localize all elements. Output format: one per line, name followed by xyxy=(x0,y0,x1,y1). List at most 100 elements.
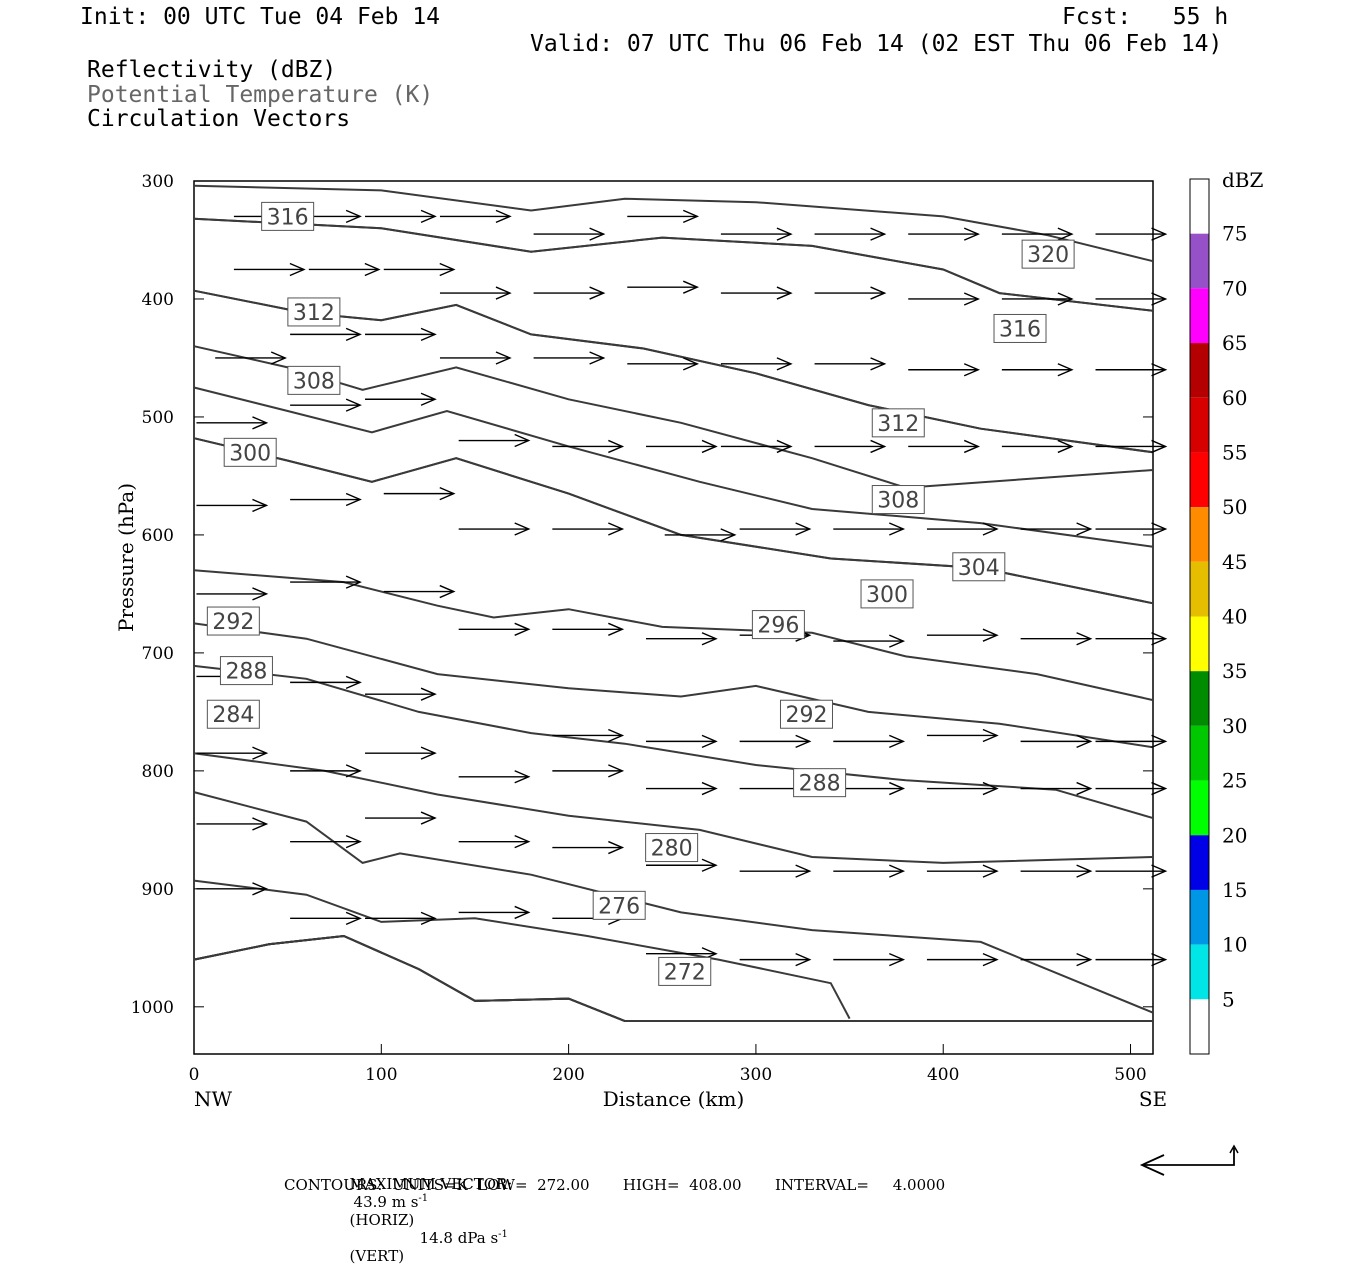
contour-label-292: 292 xyxy=(779,699,833,729)
colorbar-title: dBZ xyxy=(1222,168,1264,192)
x-tick-label: 500 xyxy=(1114,1065,1146,1085)
circulation-vector xyxy=(365,327,437,342)
circulation-vector xyxy=(926,628,999,642)
y-tick-label: 400 xyxy=(142,290,174,310)
contour-label-308: 308 xyxy=(871,485,925,515)
svg-text:320: 320 xyxy=(1027,243,1069,268)
circulation-vector xyxy=(645,858,718,872)
circulation-vector xyxy=(908,363,980,377)
circulation-vector xyxy=(196,587,269,601)
circulation-vector xyxy=(365,687,437,701)
circulation-vector xyxy=(458,835,531,849)
circulation-vector xyxy=(290,764,362,778)
y-tick-label: 500 xyxy=(142,408,174,428)
contour-label-276: 276 xyxy=(592,890,646,920)
circulation-vector xyxy=(926,952,999,967)
circulation-vector xyxy=(383,486,456,501)
circulation-vector xyxy=(833,734,906,749)
contour-label-304: 304 xyxy=(952,552,1006,582)
circulation-vector xyxy=(552,840,625,855)
circulation-vector xyxy=(833,522,906,536)
circulation-vector xyxy=(908,292,980,306)
circulation-vector xyxy=(439,286,512,300)
circulation-vector xyxy=(458,433,531,448)
colorbar-segment xyxy=(1190,999,1209,1054)
contour-label-320: 320 xyxy=(1021,239,1075,269)
y-tick-label: 700 xyxy=(142,644,174,664)
circulation-vector xyxy=(739,952,812,967)
colorbar-segment xyxy=(1190,889,1209,945)
colorbar-label: 25 xyxy=(1222,769,1247,793)
horiz-unit: (HORIZ) xyxy=(349,1211,415,1229)
colorbar-label: 55 xyxy=(1222,440,1247,464)
vert-unit: (VERT) xyxy=(349,1247,405,1265)
circulation-vector xyxy=(1001,439,1074,454)
svg-text:292: 292 xyxy=(785,703,827,728)
svg-text:312: 312 xyxy=(877,412,919,437)
init-time: Init: 00 UTC Tue 04 Feb 14 xyxy=(80,4,441,30)
colorbar-label: 20 xyxy=(1222,823,1247,847)
circulation-vector xyxy=(814,439,887,454)
circulation-vector xyxy=(1020,734,1093,749)
vert-exponent: -1 xyxy=(498,1229,508,1240)
circulation-vector xyxy=(627,280,700,294)
contour-label-300: 300 xyxy=(860,579,914,609)
circulation-vector xyxy=(196,498,269,513)
circulation-vector xyxy=(458,770,531,784)
circulation-vector xyxy=(1095,292,1168,306)
contour-288-14 xyxy=(193,879,851,1020)
svg-text:272: 272 xyxy=(664,960,706,985)
x-tick-label: 400 xyxy=(927,1065,959,1085)
circulation-vector xyxy=(365,746,437,760)
field-circulation-vectors: Circulation Vectors xyxy=(87,106,351,132)
contour-300-8 xyxy=(193,437,1154,605)
circulation-vector xyxy=(458,522,531,536)
circulation-vector xyxy=(926,781,999,796)
circulation-vector xyxy=(1095,734,1168,749)
plot-border xyxy=(193,180,1154,1055)
circulation-vector xyxy=(552,764,625,778)
contour-label-312: 312 xyxy=(287,297,341,327)
y-tick-label: 900 xyxy=(142,880,174,900)
colorbar-label: 35 xyxy=(1222,659,1247,683)
y-tick-label: 800 xyxy=(142,762,174,782)
circulation-vector xyxy=(458,905,531,920)
contour-label-288: 288 xyxy=(793,768,847,798)
colorbar-segment xyxy=(1190,397,1209,453)
circulation-vector xyxy=(215,351,287,365)
circulation-vector xyxy=(833,952,906,967)
contour-label-296: 296 xyxy=(751,610,805,640)
contour-label-312: 312 xyxy=(871,408,925,438)
colorbar-segment xyxy=(1190,179,1209,234)
circulation-vector xyxy=(290,675,362,690)
colorbar-segment xyxy=(1190,343,1209,398)
circulation-vector xyxy=(908,439,980,454)
circulation-vector xyxy=(645,781,718,796)
colorbar-segment xyxy=(1190,671,1209,726)
circulation-vector xyxy=(1020,632,1093,646)
valid-time: Valid: 07 UTC Thu 06 Feb 14 (02 EST Thu … xyxy=(530,31,1223,57)
vector-layer xyxy=(196,209,1168,967)
contour-label-layer: 320 316 316 312 312 308 308 304 300 300 296 292 292 2… xyxy=(206,201,1075,986)
colorbar-label: 70 xyxy=(1222,276,1247,300)
circulation-vector xyxy=(383,262,456,277)
forecast-hour: Fcst: 55 h xyxy=(1062,4,1229,30)
circulation-vector xyxy=(926,864,999,878)
circulation-vector xyxy=(1095,439,1168,454)
colorbar-segment xyxy=(1190,616,1209,672)
circulation-vector xyxy=(196,882,269,896)
colorbar-label: 75 xyxy=(1222,222,1247,246)
svg-text:300: 300 xyxy=(229,441,271,466)
contour-292-12 xyxy=(193,752,1154,864)
colorbar-label: 60 xyxy=(1222,386,1247,410)
svg-text:300: 300 xyxy=(866,583,908,608)
circulation-vector xyxy=(739,522,812,536)
circulation-vector xyxy=(290,492,362,507)
circulation-vector xyxy=(383,584,456,599)
field-potential-temperature: Potential Temperature (K) xyxy=(87,82,434,108)
y-tick-label: 600 xyxy=(142,526,174,546)
svg-text:316: 316 xyxy=(267,205,309,230)
circulation-vector xyxy=(365,811,437,825)
colorbar-segment xyxy=(1190,725,1209,781)
circulation-vector xyxy=(1001,292,1074,306)
